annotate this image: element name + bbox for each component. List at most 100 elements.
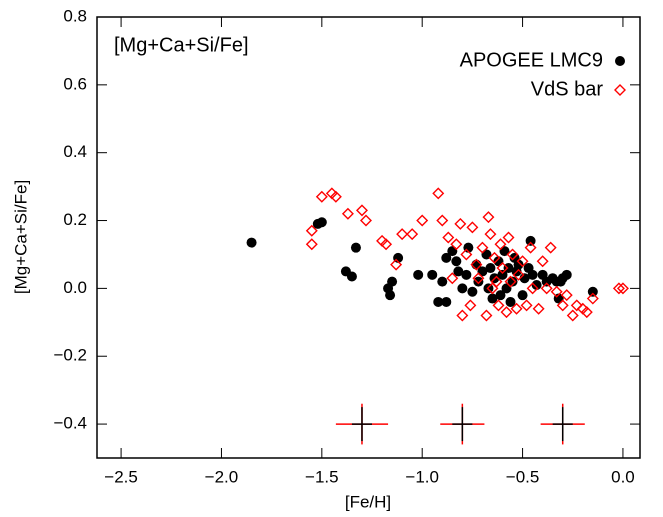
data-point (524, 241, 537, 254)
data-point (536, 255, 549, 268)
y-tick-label: −0.4 (53, 414, 87, 433)
data-point (385, 290, 396, 301)
data-point (436, 214, 449, 227)
data-point (476, 241, 489, 254)
data-point (305, 238, 318, 251)
data-point (464, 299, 477, 312)
data-point (454, 217, 467, 230)
data-point (526, 282, 539, 295)
x-tick-label: −2.0 (205, 467, 239, 486)
data-point (505, 296, 516, 307)
data-point (413, 269, 424, 280)
data-point (587, 286, 598, 297)
data-point (447, 246, 458, 257)
data-point (561, 269, 572, 280)
data-point (473, 276, 484, 287)
data-point (442, 231, 455, 244)
data-point (360, 214, 372, 227)
data-point (513, 259, 524, 270)
data-point (316, 217, 327, 228)
data-point (461, 269, 472, 280)
data-point (531, 279, 542, 290)
data-point (246, 237, 257, 248)
data-point (494, 238, 507, 251)
annotation: [Mg+Ca+Si/Fe] (114, 34, 249, 56)
data-point (532, 302, 545, 315)
x-tick-label: −1.5 (305, 467, 339, 486)
data-point (580, 306, 593, 319)
data-point (492, 299, 505, 312)
x-tick-label: 0.0 (611, 467, 635, 486)
data-point (390, 258, 403, 271)
data-point (484, 228, 497, 241)
data-point (497, 269, 508, 280)
data-point (350, 242, 361, 253)
legend-marker (615, 56, 625, 66)
y-axis-label: [Mg+Ca+Si/Fe] (11, 180, 30, 294)
data-point (432, 187, 445, 200)
data-point (466, 221, 479, 234)
data-point (433, 296, 444, 307)
data-point (517, 290, 528, 301)
data-point (427, 269, 438, 280)
data-point (406, 228, 419, 241)
data-point (453, 266, 464, 277)
data-point (560, 289, 573, 302)
data-point (527, 269, 538, 280)
x-axis-label: [Fe/H] (345, 492, 391, 511)
data-point (482, 211, 495, 224)
data-point (437, 276, 448, 287)
y-tick-label: 0.6 (63, 74, 87, 93)
data-point (495, 290, 506, 301)
x-tick-label: −0.5 (506, 467, 540, 486)
data-point (502, 231, 515, 244)
y-tick-label: −0.2 (53, 346, 87, 365)
data-point (550, 285, 563, 298)
data-point (460, 248, 473, 261)
data-point (341, 207, 354, 220)
data-point (485, 263, 496, 274)
data-point (329, 190, 342, 203)
data-point (586, 292, 599, 305)
data-point (506, 248, 519, 261)
data-point (510, 302, 523, 315)
plot-frame (96, 16, 641, 459)
data-point (555, 276, 566, 287)
data-point (446, 272, 459, 285)
data-point (380, 238, 393, 251)
data-point (305, 224, 318, 237)
data-point (470, 258, 483, 271)
data-point (570, 299, 583, 312)
data-point (346, 271, 357, 282)
data-point (450, 238, 463, 251)
data-point (480, 309, 493, 322)
data-point (612, 282, 625, 295)
data-point (355, 204, 368, 217)
x-tick-label: −1.0 (405, 467, 439, 486)
data-point (504, 275, 517, 288)
data-point (503, 263, 514, 274)
data-point (467, 286, 478, 297)
data-point (396, 228, 409, 241)
data-point (520, 299, 533, 312)
data-point (525, 235, 536, 246)
data-point (451, 256, 462, 267)
data-point (456, 309, 469, 322)
y-tick-label: 0.8 (63, 6, 87, 25)
legend-label: VdS bar (531, 78, 604, 100)
data-point (315, 190, 328, 203)
data-point (496, 262, 509, 275)
legend-label: APOGEE LMC9 (460, 49, 603, 71)
data-point (556, 299, 569, 312)
y-tick-label: 0.0 (63, 278, 87, 297)
data-point (512, 268, 525, 281)
data-point (516, 255, 529, 268)
y-tick-label: 0.4 (63, 142, 87, 161)
legend-marker (614, 84, 626, 96)
data-point (457, 283, 468, 294)
data-point (488, 251, 501, 264)
data-point (472, 272, 485, 285)
data-point (416, 214, 429, 227)
data-point (487, 293, 498, 304)
